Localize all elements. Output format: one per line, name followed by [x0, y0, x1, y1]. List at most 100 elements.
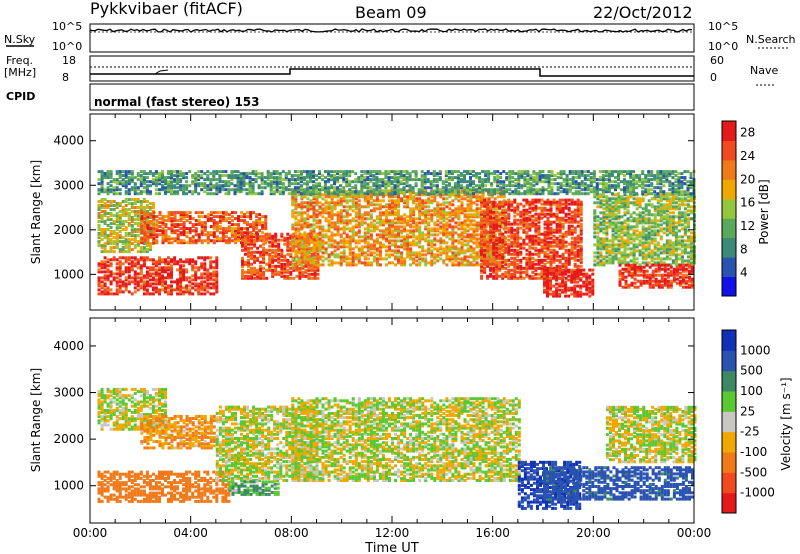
heatmap-cell-5: [564, 212, 568, 216]
heatmap-cell-5: [504, 210, 508, 214]
heatmap-cell-0: [170, 268, 173, 272]
heatmap-cell-4: [475, 241, 479, 245]
heatmap-cell-5: [495, 270, 499, 274]
heatmap-cell-4: [363, 211, 367, 215]
heatmap-cell-2: [140, 237, 144, 241]
heatmap-cell-0: [185, 286, 189, 290]
heatmap-cell-1: [130, 216, 134, 219]
heatmap-cell-0: [151, 260, 155, 264]
heatmap-cell-4: [324, 249, 328, 253]
heatmap-cell-4: [391, 201, 394, 205]
heatmap-cell-4: [415, 243, 419, 247]
heatmap-cell-1: [145, 210, 149, 213]
heatmap-cell-5: [522, 242, 526, 246]
heatmap-cell-4: [303, 247, 307, 251]
heatmap-cell-2: [140, 211, 144, 215]
heatmap-cell-5: [486, 256, 490, 260]
heatmap-cell-5: [507, 276, 511, 280]
heatmap-cell-5: [498, 274, 502, 278]
heatmap-cell-0: [182, 272, 186, 276]
heatmap-cell-4: [424, 209, 428, 213]
heatmap-cell-4: [366, 261, 370, 265]
heatmap-cell-4: [321, 209, 325, 213]
heatmap-cell-1: [103, 202, 107, 205]
heatmap-cell-2: [149, 227, 153, 231]
heatmap-cell-2: [215, 239, 219, 243]
heatmap-cell-1: [97, 206, 101, 209]
heatmap-cell-3: [268, 264, 272, 268]
heatmap-cell-4: [291, 245, 295, 249]
heatmap-cell-2: [191, 239, 195, 243]
heatmap-cell-7: [593, 255, 597, 259]
heatmap-cell-5: [528, 228, 532, 232]
heatmap-cell-5: [504, 202, 508, 206]
heatmap-cell-4: [457, 263, 461, 267]
heatmap-cell-2: [252, 223, 256, 227]
heatmap-cell-5: [492, 200, 496, 204]
heatmap-cell-0: [215, 270, 219, 274]
heatmap-cell-7: [656, 241, 660, 245]
heatmap-cell-7: [653, 193, 657, 197]
heatmap-cell-3: [244, 270, 247, 274]
heatmap-cell-0: [145, 256, 149, 260]
heatmap-cell-4: [294, 229, 298, 233]
heatmap-cell-4: [333, 249, 337, 253]
heatmap-cell-4: [469, 235, 473, 239]
heatmap-cell-4: [369, 203, 373, 207]
heatmap-cell-0: [167, 268, 170, 272]
heatmap-cell-5: [573, 200, 577, 204]
heatmap-cell-4: [391, 213, 394, 217]
heatmap-cell-1: [148, 242, 152, 246]
heatmap-cell-2: [212, 227, 216, 231]
heatmap-cell-4: [403, 241, 407, 245]
heatmap-cell-4: [400, 245, 404, 249]
heatmap-cell-4: [391, 261, 394, 265]
heatmap-cell-3: [304, 260, 308, 264]
heatmap-cell-0: [200, 262, 204, 266]
heatmap-cell-4: [406, 241, 410, 245]
heatmap-cell-4: [354, 225, 358, 229]
heatmap-cell-0: [215, 290, 219, 294]
heatmap-cell-0: [176, 284, 180, 288]
heatmap-cell-4: [309, 203, 313, 207]
heatmap-cell-4: [318, 221, 322, 225]
heatmap-cell-4: [460, 211, 464, 215]
heatmap-cell-1: [112, 214, 116, 217]
heatmap-cell-2: [143, 213, 147, 217]
heatmap-cell-5: [501, 264, 505, 268]
heatmap-cell-4: [369, 243, 373, 247]
heatmap-cell-4: [442, 261, 446, 265]
heatmap-cell-1: [142, 200, 146, 203]
heatmap-cell-2: [155, 219, 159, 223]
heatmap-cell-5: [495, 264, 499, 268]
heatmap-cell-5: [480, 242, 484, 246]
heatmap-cell-7: [602, 199, 606, 203]
heatmap-cell-4: [421, 253, 425, 257]
heatmap-cell-4: [306, 259, 310, 263]
heatmap-cell-5: [567, 198, 571, 202]
heatmap-cell-5: [534, 216, 538, 220]
heatmap-cell-1: [106, 218, 110, 221]
heatmap-cell-5: [543, 264, 547, 268]
heatmap-cell-5: [543, 202, 547, 206]
heatmap-cell-1: [130, 226, 134, 229]
heatmap-cell-3: [298, 270, 302, 274]
heatmap-cell-1: [133, 222, 137, 225]
heatmap-cell-0: [115, 258, 119, 262]
heatmap-cell-3: [256, 274, 260, 278]
heatmap-cell-5: [489, 230, 493, 234]
heatmap-cell-2: [200, 215, 204, 219]
heatmap-cell-0: [145, 270, 149, 274]
heatmap-cell-4: [336, 255, 340, 259]
heatmap-cell-4: [415, 251, 419, 255]
heatmap-cell-4: [457, 221, 461, 225]
heatmap-cell-4: [363, 217, 367, 221]
heatmap-cell-3: [250, 262, 254, 266]
heatmap-cell-1: [118, 226, 122, 229]
heatmap-cell-5: [540, 268, 544, 272]
heatmap-cell-5: [480, 224, 484, 228]
heatmap-cell-4: [360, 245, 364, 249]
heatmap-cell-4: [427, 197, 431, 201]
heatmap-cell-7: [596, 231, 600, 235]
heatmap-cell-4: [409, 257, 413, 261]
